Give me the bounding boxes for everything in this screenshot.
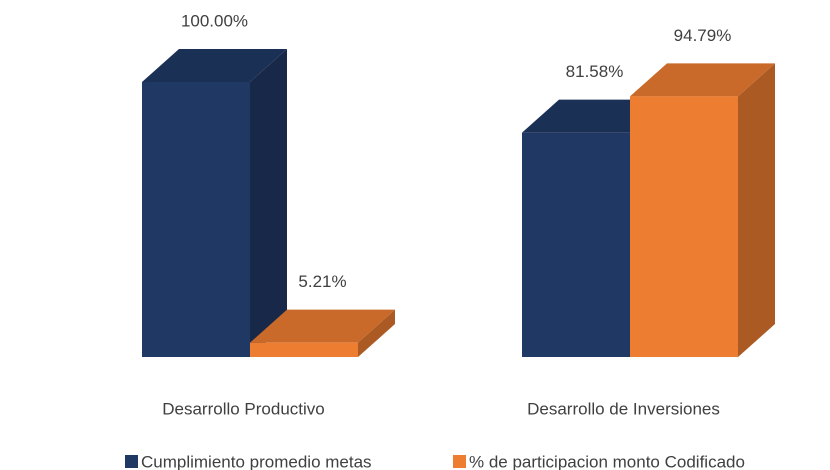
bar-front (630, 96, 738, 357)
legend-swatch (453, 455, 466, 468)
bar (142, 49, 287, 357)
bar-front (522, 132, 630, 357)
legend-swatch (125, 455, 138, 468)
data-label: 5.21% (298, 272, 346, 291)
bar-side (358, 309, 395, 357)
bar-front (142, 82, 250, 357)
bar (250, 309, 395, 357)
bar-top (142, 49, 287, 82)
legend-label: % de participacion monto Codificado (469, 452, 745, 470)
data-label: 100.00% (181, 11, 248, 30)
legend-label: Cumplimiento promedio metas (141, 452, 372, 470)
bar-top (630, 63, 775, 97)
bar (630, 63, 775, 357)
bar-side (738, 63, 775, 357)
bar-side (250, 49, 287, 357)
bar-front (250, 342, 358, 357)
x-tick-label: Desarrollo Productivo (162, 399, 325, 418)
data-label: 81.58% (566, 62, 624, 81)
x-tick-label: Desarrollo de Inversiones (527, 399, 720, 418)
bar-top (250, 309, 395, 343)
data-label: 94.79% (674, 26, 732, 45)
